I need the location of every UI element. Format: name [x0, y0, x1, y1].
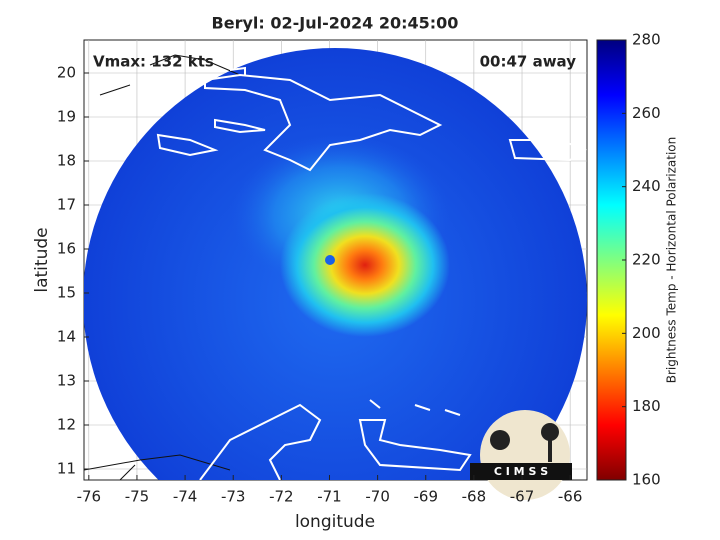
x-tick-label: -68 [462, 488, 487, 506]
logo: C I M S S [470, 410, 572, 500]
x-tick-label: -73 [221, 488, 246, 506]
logo-text: C I M S S [494, 465, 548, 478]
colorbar-tick-label: 280 [632, 31, 661, 49]
x-tick-label: -67 [510, 488, 535, 506]
y-tick-label: 16 [57, 240, 76, 258]
y-tick-label: 15 [57, 284, 76, 302]
colorbar [596, 39, 627, 481]
x-tick-label: -72 [269, 488, 294, 506]
annotation: 00:47 away [480, 53, 577, 71]
y-tick-label: 20 [57, 64, 76, 82]
x-tick-label: -66 [558, 488, 583, 506]
y-tick-label: 17 [57, 196, 76, 214]
x-tick-label: -71 [317, 488, 342, 506]
annotation: Vmax: 132 kts [93, 53, 214, 71]
colorbar-label: Brightness Temp - Horizontal Polarizatio… [665, 137, 679, 384]
colorbar-tick-label: 200 [632, 324, 661, 342]
y-tick-label: 14 [57, 328, 76, 346]
y-tick-label: 12 [57, 416, 76, 434]
colorbar-tick-label: 160 [632, 471, 661, 489]
x-tick-label: -75 [125, 488, 150, 506]
x-tick-label: -70 [365, 488, 390, 506]
colorbar-tick-label: 180 [632, 397, 661, 415]
x-tick-label: -76 [77, 488, 102, 506]
y-tick-label: 18 [57, 152, 76, 170]
y-tick-label: 19 [57, 108, 76, 126]
colorbar-tick-label: 240 [632, 177, 661, 195]
y-tick-label: 13 [57, 372, 76, 390]
x-tick-label: -69 [414, 488, 439, 506]
y-tick-label: 11 [57, 460, 76, 478]
x-axis-label: longitude [295, 512, 375, 532]
x-tick-label: -74 [173, 488, 198, 506]
colorbar-tick-label: 260 [632, 104, 661, 122]
y-axis-label: latitude [32, 227, 52, 292]
image-field [84, 48, 587, 480]
chart-title: Beryl: 02-Jul-2024 20:45:00 [212, 14, 459, 33]
colorbar-tick-label: 220 [632, 251, 661, 269]
